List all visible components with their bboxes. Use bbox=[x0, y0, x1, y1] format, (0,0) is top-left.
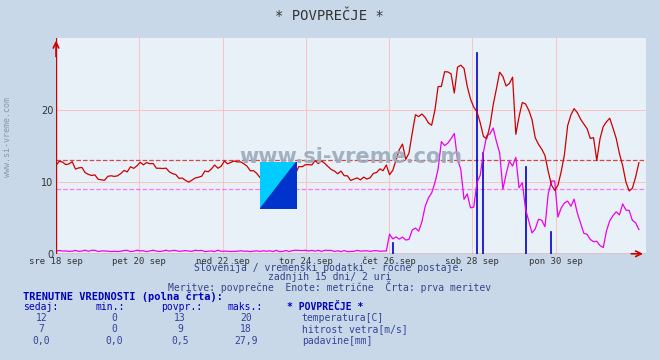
Text: Meritve: povprečne  Enote: metrične  Črta: prva meritev: Meritve: povprečne Enote: metrične Črta:… bbox=[168, 281, 491, 293]
Text: 0: 0 bbox=[111, 313, 117, 323]
Text: sedaj:: sedaj: bbox=[23, 302, 58, 312]
Text: 0,5: 0,5 bbox=[171, 336, 188, 346]
Text: min.:: min.: bbox=[96, 302, 125, 312]
Text: temperatura[C]: temperatura[C] bbox=[302, 313, 384, 323]
Text: TRENUTNE VREDNOSTI (polna črta):: TRENUTNE VREDNOSTI (polna črta): bbox=[23, 292, 223, 302]
Text: 0: 0 bbox=[111, 324, 117, 334]
Text: 13: 13 bbox=[174, 313, 186, 323]
Text: povpr.:: povpr.: bbox=[161, 302, 202, 312]
Text: 9: 9 bbox=[177, 324, 183, 334]
Text: www.si-vreme.com: www.si-vreme.com bbox=[239, 147, 463, 167]
Text: 0,0: 0,0 bbox=[33, 336, 50, 346]
Text: 27,9: 27,9 bbox=[234, 336, 258, 346]
Text: Slovenija / vremenski podatki - ročne postaje.: Slovenija / vremenski podatki - ročne po… bbox=[194, 263, 465, 273]
Polygon shape bbox=[260, 162, 297, 209]
Text: 7: 7 bbox=[39, 324, 44, 334]
Text: www.si-vreme.com: www.si-vreme.com bbox=[3, 97, 13, 177]
Text: 20: 20 bbox=[240, 313, 252, 323]
Text: zadnjih 15 dni/ 2 uri: zadnjih 15 dni/ 2 uri bbox=[268, 272, 391, 282]
Text: 12: 12 bbox=[36, 313, 47, 323]
Text: * POVPREČJE *: * POVPREČJE * bbox=[275, 9, 384, 23]
Text: 18: 18 bbox=[240, 324, 252, 334]
Text: * POVPREČJE *: * POVPREČJE * bbox=[287, 302, 363, 312]
Text: 0,0: 0,0 bbox=[105, 336, 123, 346]
Text: hitrost vetra[m/s]: hitrost vetra[m/s] bbox=[302, 324, 407, 334]
Polygon shape bbox=[260, 162, 297, 209]
Text: maks.:: maks.: bbox=[227, 302, 262, 312]
Text: padavine[mm]: padavine[mm] bbox=[302, 336, 372, 346]
